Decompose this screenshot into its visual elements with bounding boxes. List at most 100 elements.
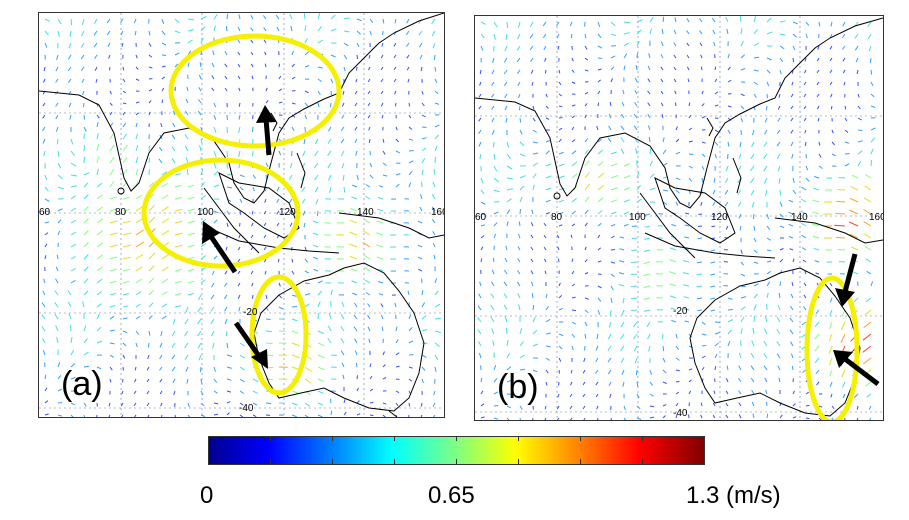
wind-vector xyxy=(278,101,283,104)
wind-vector xyxy=(517,292,521,299)
wind-vector xyxy=(675,414,678,419)
wind-vector xyxy=(558,307,564,311)
wind-vector xyxy=(727,129,731,134)
wind-vector xyxy=(395,365,400,368)
wind-vector xyxy=(558,138,562,143)
highlight-ellipses xyxy=(141,33,342,396)
wind-vector xyxy=(517,21,521,28)
wind-vector xyxy=(317,378,325,383)
wind-vector xyxy=(83,172,90,176)
wind-vector xyxy=(317,312,319,320)
wind-vector xyxy=(301,186,306,192)
wind-vector xyxy=(506,177,514,180)
wind-vector xyxy=(96,278,103,284)
wind-vector xyxy=(250,234,254,239)
wind-vector xyxy=(108,414,111,417)
wind-vector xyxy=(122,342,127,347)
wind-vector xyxy=(623,175,631,179)
wind-vector xyxy=(81,78,85,83)
wind-vector xyxy=(644,225,651,228)
wind-vector xyxy=(369,30,372,36)
wind-vector xyxy=(776,129,781,134)
wind-vector xyxy=(264,51,267,56)
wind-vector xyxy=(531,81,534,86)
wind-vector xyxy=(837,189,846,191)
wind-vector xyxy=(312,244,319,248)
wind-vector xyxy=(545,369,549,374)
wind-vector xyxy=(710,249,716,252)
wind-vector xyxy=(277,258,280,263)
wind-vector xyxy=(83,242,89,248)
wind-vector xyxy=(327,138,332,144)
wind-vector xyxy=(697,309,703,312)
wind-vector xyxy=(776,353,781,359)
wind-vector xyxy=(610,151,617,155)
wind-vector xyxy=(647,102,651,107)
wind-vector xyxy=(636,40,640,47)
wind-vector xyxy=(434,157,436,164)
wind-vector xyxy=(239,366,245,371)
lon-tick: 60 xyxy=(39,207,51,218)
wind-vector xyxy=(803,117,807,122)
wind-vector xyxy=(740,306,746,311)
wind-vector xyxy=(751,201,755,208)
wind-vector xyxy=(682,272,690,275)
wind-vector xyxy=(738,352,742,359)
wind-vector xyxy=(431,18,436,25)
wind-vector xyxy=(304,402,311,407)
wind-vector xyxy=(620,125,625,131)
wind-vector xyxy=(711,17,716,23)
wind-vector xyxy=(675,126,678,131)
wind-vector xyxy=(584,321,588,327)
wind-vector xyxy=(477,305,482,311)
wind-vector xyxy=(224,87,228,92)
wind-vector xyxy=(763,340,768,347)
wind-vector xyxy=(792,390,795,395)
wind-vector xyxy=(673,29,677,35)
wind-vector xyxy=(239,414,244,417)
wind-vector xyxy=(187,402,190,408)
wind-vector xyxy=(44,221,50,224)
wind-vector xyxy=(619,248,625,251)
wind-vector xyxy=(779,189,782,196)
wind-vector xyxy=(44,30,49,36)
wind-vector xyxy=(301,198,306,204)
wind-vector-field xyxy=(477,16,876,420)
wind-vector xyxy=(607,345,612,351)
wind-vector xyxy=(517,246,521,251)
wind-vector xyxy=(725,390,729,395)
wind-vector xyxy=(340,150,345,156)
wind-vector xyxy=(340,350,345,356)
wind-vector xyxy=(408,160,414,164)
wind-vector xyxy=(749,165,755,172)
wind-vector xyxy=(571,173,578,179)
wind-vector xyxy=(54,290,59,296)
wind-vector xyxy=(674,90,677,95)
wind-vector xyxy=(635,65,638,71)
wind-vector xyxy=(816,381,820,386)
wind-vector xyxy=(265,162,269,168)
wind-vector xyxy=(382,162,387,167)
wind-vector xyxy=(393,54,397,59)
wind-vector xyxy=(814,345,820,352)
wind-vector xyxy=(848,221,859,227)
wind-vector xyxy=(857,129,863,131)
wind-vector xyxy=(830,105,833,110)
wind-vector xyxy=(545,293,548,299)
wind-vector xyxy=(263,246,267,251)
wind-vector xyxy=(198,87,202,92)
wind-vector xyxy=(57,186,64,190)
wind-vector xyxy=(303,13,306,20)
wind-vector xyxy=(649,187,656,191)
wind-vector xyxy=(213,366,216,372)
wind-vector xyxy=(686,54,690,59)
wind-vector xyxy=(185,157,189,164)
wind-vector xyxy=(342,174,345,181)
wind-vector xyxy=(478,117,482,122)
wind-vector xyxy=(855,57,859,63)
wind-vector xyxy=(545,381,548,386)
wind-vector xyxy=(660,78,664,83)
wind-vector xyxy=(530,222,534,227)
wind-vector xyxy=(199,145,202,152)
wind-vector xyxy=(174,30,181,34)
